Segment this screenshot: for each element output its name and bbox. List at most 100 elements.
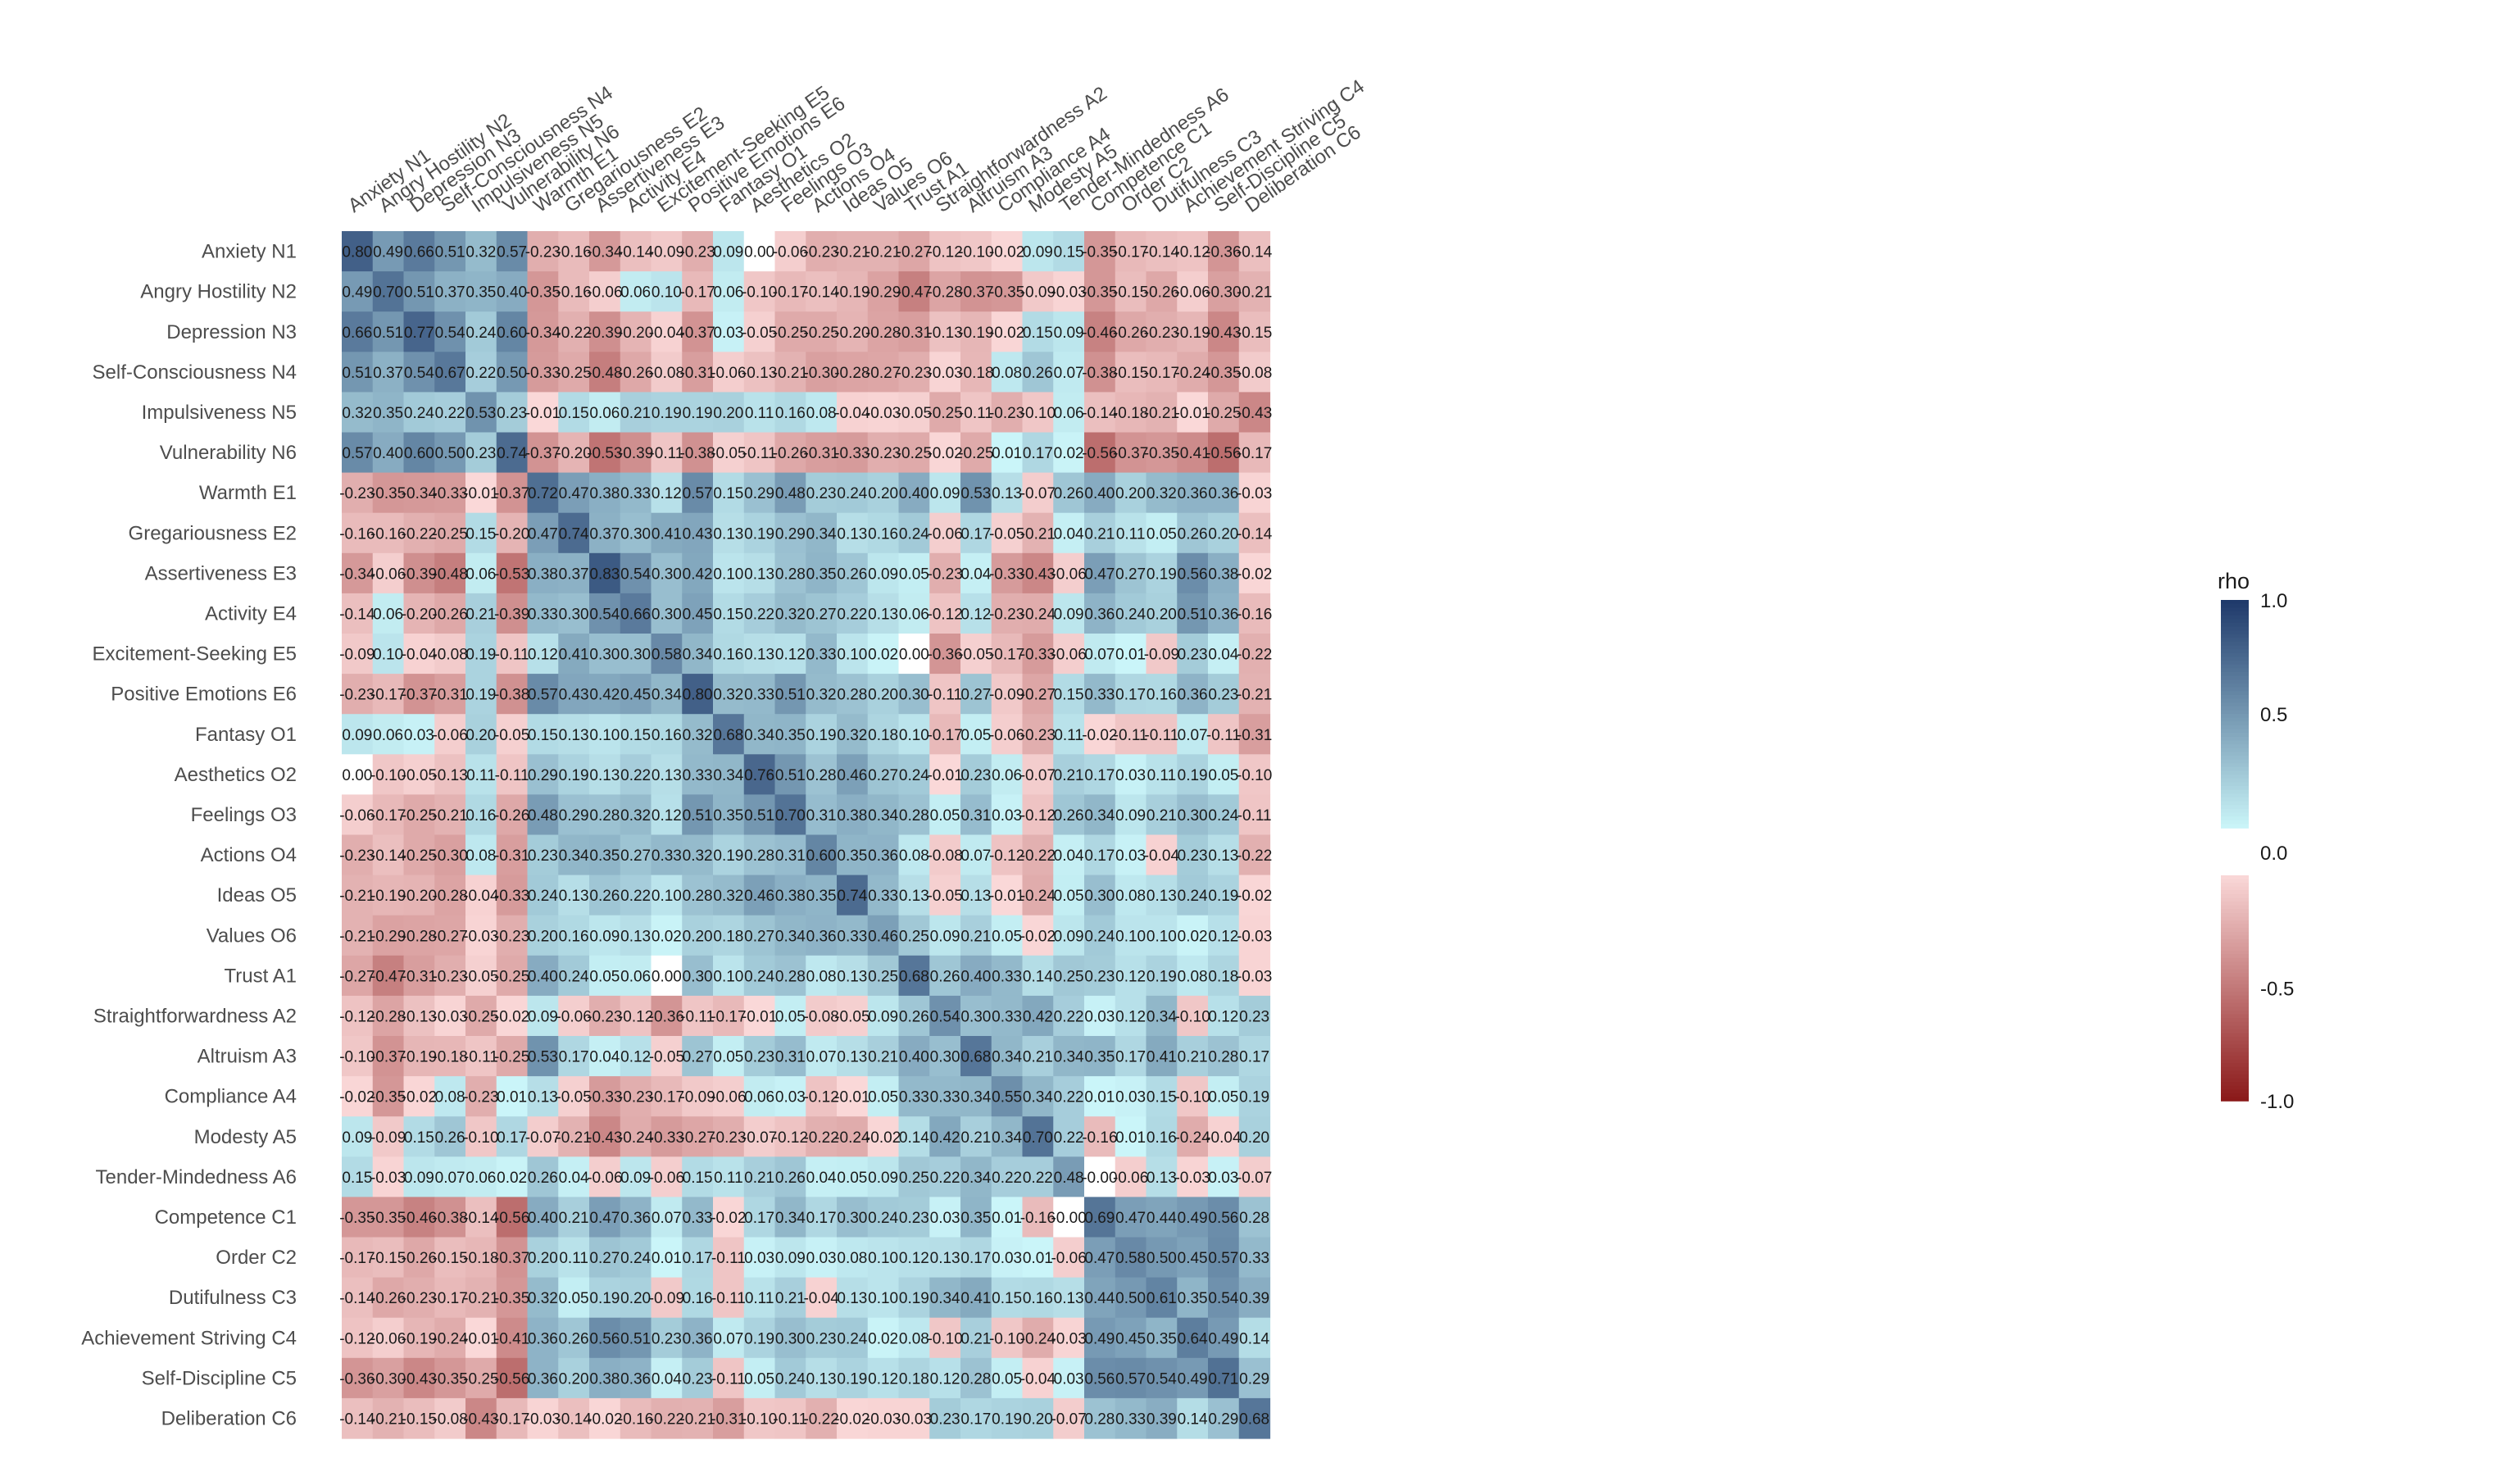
heatmap-cell — [1053, 955, 1085, 997]
heatmap-cell — [496, 472, 529, 514]
cell-value-label: 0.08 — [465, 847, 496, 865]
legend-swatch — [2221, 736, 2249, 742]
legend-swatch — [2221, 698, 2249, 703]
heatmap-cell — [434, 392, 466, 434]
cell-value-label: 0.23 — [1178, 647, 1208, 664]
heatmap-cell — [527, 311, 559, 352]
cell-value-label: 0.19 — [1239, 1089, 1269, 1106]
heatmap-cell — [1146, 634, 1178, 675]
cell-value-label: 0.33 — [744, 687, 774, 704]
heatmap-cell — [651, 995, 683, 1037]
cell-value-label: 0.12 — [1115, 1008, 1146, 1025]
cell-value-label: -0.37 — [679, 325, 715, 342]
heatmap-cell — [682, 593, 714, 634]
heatmap-cell — [713, 271, 745, 312]
heatmap-cell — [434, 955, 466, 997]
heatmap-cell — [434, 714, 466, 755]
cell-value-label: 0.03 — [1054, 1370, 1084, 1388]
heatmap-cell — [898, 995, 930, 1037]
heatmap-cell — [1115, 794, 1147, 836]
cell-value-label: 0.21 — [620, 405, 651, 422]
heatmap-cell — [991, 352, 1024, 393]
cell-value-label: 0.02 — [868, 1330, 898, 1347]
heatmap-cell — [496, 714, 529, 755]
cell-value-label: 0.60 — [806, 847, 837, 865]
cell-value-label: 0.27 — [589, 1250, 620, 1267]
heatmap-cell — [682, 1076, 714, 1117]
heatmap-cell — [496, 674, 529, 715]
heatmap-cell — [713, 1116, 745, 1157]
heatmap-cell — [403, 552, 435, 594]
cell-value-label: 0.32 — [713, 888, 743, 905]
legend-swatch — [2221, 947, 2249, 952]
cell-value-label: -0.25 — [494, 1049, 529, 1066]
legend-swatch — [2221, 905, 2249, 911]
heatmap-cell — [558, 593, 590, 634]
cell-value-label: 0.02 — [1178, 928, 1208, 945]
heatmap-cell — [372, 794, 405, 836]
cell-value-label: 0.34 — [559, 847, 589, 865]
cell-value-label: 0.12 — [1115, 968, 1146, 985]
heatmap-cell — [342, 634, 374, 675]
cell-value-label: 0.28 — [899, 807, 929, 825]
legend-swatch — [2221, 786, 2249, 791]
heatmap-cell — [898, 834, 930, 876]
cell-value-label: 0.35 — [589, 847, 620, 865]
cell-value-label: -0.08 — [432, 647, 467, 664]
heatmap-cell — [403, 955, 435, 997]
cell-value-label: 0.36 — [868, 847, 898, 865]
cell-value-label: 0.35 — [806, 888, 837, 905]
heatmap-cell — [929, 552, 961, 594]
heatmap-cell — [1084, 231, 1116, 272]
cell-value-label: 0.19 — [899, 1290, 929, 1307]
heatmap-cell — [589, 1076, 621, 1117]
cell-value-label: -0.16 — [1237, 606, 1272, 623]
legend-swatch — [2221, 973, 2249, 978]
heatmap-cell — [1022, 714, 1054, 755]
cell-value-label: 0.26 — [559, 1330, 589, 1347]
heatmap-cell — [806, 995, 838, 1037]
heatmap-cell — [620, 392, 652, 434]
legend-swatch — [2221, 672, 2249, 677]
heatmap-cell — [960, 875, 992, 916]
cell-value-label: 0.14 — [1023, 968, 1053, 985]
cell-value-label: 0.08 — [899, 847, 929, 865]
cell-value-label: -0.11 — [742, 445, 777, 462]
heatmap-cell — [867, 311, 900, 352]
heatmap-cell — [403, 794, 435, 836]
cell-value-label: 0.25 — [868, 968, 898, 985]
cell-value-label: 0.22 — [1054, 1129, 1084, 1147]
heatmap-cell — [960, 552, 992, 594]
cell-value-label: 0.23 — [806, 485, 837, 502]
heatmap-cell — [1022, 794, 1054, 836]
heatmap-cell — [434, 1116, 466, 1157]
cell-value-label: 0.29 — [1208, 1411, 1238, 1428]
heatmap-cell — [558, 875, 590, 916]
cell-value-label: 0.31 — [775, 847, 806, 865]
cell-value-label: 0.33 — [837, 928, 867, 945]
cell-value-label: 0.06 — [373, 727, 403, 744]
heatmap-cell — [434, 915, 466, 956]
cell-value-label: 0.16 — [1023, 1290, 1053, 1307]
heatmap-cell — [929, 311, 961, 352]
cell-value-label: 0.34 — [683, 647, 713, 664]
cell-value-label: 0.47 — [559, 485, 589, 502]
heatmap-cell — [620, 754, 652, 795]
cell-value-label: 0.15 — [465, 525, 496, 543]
heatmap-cell — [774, 955, 806, 997]
cell-value-label: 0.06 — [465, 566, 496, 583]
cell-value-label: 0.15 — [620, 727, 651, 744]
cell-value-label: 0.13 — [559, 888, 589, 905]
heatmap-cell — [806, 794, 838, 836]
heatmap-cell — [1115, 472, 1147, 514]
cell-value-label: -0.04 — [1020, 1370, 1056, 1388]
cell-value-label: -0.24 — [1020, 606, 1056, 623]
heatmap-cell — [743, 271, 776, 312]
heatmap-cell — [1146, 231, 1178, 272]
heatmap-cell — [651, 955, 683, 997]
heatmap-cell — [1208, 432, 1240, 474]
heatmap-cell — [929, 915, 961, 956]
heatmap-cell — [960, 995, 992, 1037]
heatmap-cell — [1084, 311, 1116, 352]
cell-value-label: 0.45 — [1178, 1250, 1208, 1267]
